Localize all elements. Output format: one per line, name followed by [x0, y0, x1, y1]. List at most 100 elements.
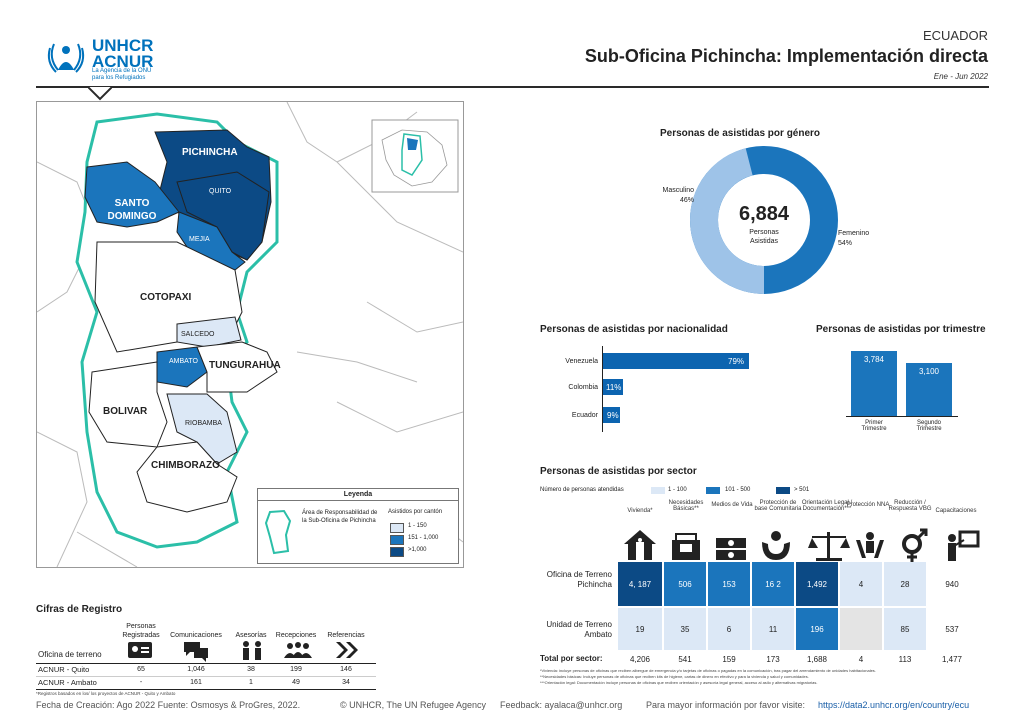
- legend-swatch-dark: [390, 547, 404, 557]
- region-chimborazo: [136, 441, 238, 513]
- sector-legend-range-2: 101 - 500: [725, 487, 751, 493]
- legend-canton-title: Asistidos por cantón: [388, 509, 443, 515]
- registry-col-recepciones: Recepciones: [275, 632, 317, 639]
- region-tungurahua: [196, 341, 278, 393]
- registry-value: 161: [190, 679, 202, 686]
- footer-link[interactable]: https://data2.unhcr.org/en/country/ecu: [818, 700, 970, 710]
- registry-title: Cifras de Registro: [36, 604, 123, 615]
- quarter-title: Personas de asistidas por trimestre: [816, 324, 986, 335]
- label-chimborazo: CHIMBORAZO: [151, 460, 220, 471]
- pointer-notch-icon: [88, 87, 112, 101]
- sector-row-label-ambato: Unidad de Terreno Ambato: [546, 620, 612, 639]
- region-bolivar: [88, 361, 168, 448]
- registry-note: *Registros basados en los/ los proyectos…: [36, 691, 176, 696]
- sector-total: 1,477: [941, 654, 963, 664]
- sector-legend-swatch-dark: [776, 487, 790, 494]
- nat-bar-ecuador: [603, 407, 620, 423]
- registry-office-ambato: ACNUR - Ambato: [38, 678, 97, 687]
- registry-office-header: Oficina de terreno: [38, 650, 102, 659]
- sector-header-proteccion-comunitaria: Protección de base Comunitaria: [754, 500, 802, 512]
- sector-cell: 85: [884, 608, 926, 650]
- donut-male-slice: [690, 146, 838, 294]
- registry-col-referencias: Referencias: [327, 632, 365, 639]
- registry-icons: [128, 641, 358, 662]
- gender-donut: [690, 146, 838, 294]
- logo-tagline: La Agencia de la ONU para los Refugiados: [92, 68, 152, 81]
- sector-total: 4,206: [629, 654, 651, 664]
- legend-title: Leyenda: [343, 491, 373, 498]
- sector-total: 541: [678, 654, 692, 664]
- logo-wordmark: UNHCR ACNUR: [92, 36, 154, 71]
- legend-range-2: 151 - 1,000: [408, 535, 439, 541]
- sector-cell: 940: [945, 579, 959, 589]
- total-label-2: Asistidas: [749, 238, 778, 245]
- inset-map: [371, 119, 459, 193]
- registry-col-asesorias: Asesorías: [235, 632, 267, 639]
- sector-cell: 537: [945, 624, 959, 634]
- registry-office-quito: ACNUR - Quito: [38, 665, 90, 674]
- footer-feedback[interactable]: Feedback: ayalaca@unhcr.org: [500, 700, 623, 710]
- label-riobamba: RIOBAMBA: [185, 420, 222, 427]
- registry-col-registradas: Personas Registradas: [122, 623, 160, 639]
- registry-bottom-divider: [36, 689, 376, 690]
- sector-header-orientacion: Orientación Legal / Documentación***: [801, 500, 853, 512]
- quarter-label-q1: Primer Trimestre: [861, 420, 887, 432]
- sector-title: Personas de asistidas por sector: [540, 466, 697, 477]
- nat-label-venezuela: Venezuela: [565, 358, 598, 365]
- header-divider: [36, 86, 989, 88]
- nat-pct-ecuador: 9%: [607, 411, 619, 420]
- sector-header-necesidades: Necesidades Básicas**: [668, 500, 704, 512]
- page-title: Sub-Oficina Pichincha: Implementación di…: [584, 46, 988, 66]
- community-protection-icon: [762, 531, 790, 560]
- sector-cell: 153: [708, 562, 750, 606]
- sector-cell: 11: [752, 608, 794, 650]
- nat-label-ecuador: Ecuador: [571, 412, 598, 419]
- footer-info: Para mayor información por favor visite:: [646, 700, 806, 710]
- registry-value: 1,046: [187, 666, 205, 673]
- gender-symbol-icon: [902, 528, 928, 562]
- sector-total: 113: [898, 654, 912, 664]
- legend-range-1: 1 - 150: [408, 523, 427, 529]
- registry-value: 199: [290, 666, 302, 673]
- sector-total: 159: [722, 654, 736, 664]
- sector-header-capacitaciones: Capacitaciones: [935, 508, 977, 514]
- child-protection-icon: [856, 532, 884, 558]
- total-assisted-value: 6,884: [738, 203, 790, 225]
- region-quito: [176, 171, 270, 261]
- sector-cell: 506: [664, 562, 706, 606]
- total-label-1: Personas: [749, 229, 779, 236]
- map-panel: PICHINCHA SANTO DOMINGO QUITO MEJIA COTO…: [36, 101, 464, 568]
- region-santo-domingo: [84, 161, 180, 228]
- nat-bar-venezuela: [603, 353, 749, 369]
- label-cotopaxi: COTOPAXI: [140, 292, 192, 303]
- sector-row-label-pichincha: Oficina de Terreno Pichincha: [546, 570, 612, 589]
- province-map: [37, 102, 463, 567]
- label-ambato: AMBATO: [169, 358, 198, 365]
- group-icon: [284, 642, 312, 658]
- sector-header-medios: Medios de Vida: [711, 502, 753, 508]
- registry-divider: [36, 663, 376, 664]
- sector-cell-empty: [840, 608, 882, 650]
- registry-value: 49: [292, 679, 300, 686]
- map-legend: Leyenda Área de Responsabilidad de la Su…: [257, 488, 459, 564]
- registry-row-divider: [36, 676, 376, 677]
- nationality-axis: [602, 346, 603, 432]
- sector-cell: 4: [840, 562, 882, 606]
- nationality-title: Personas de asistidas por nacionalidad: [540, 324, 728, 335]
- sector-cell: 16 2: [752, 562, 794, 606]
- region-riobamba: [166, 393, 238, 465]
- country-label: ECUADOR: [922, 28, 988, 43]
- sector-headers: Vivienda* Necesidades Básicas** Medios d…: [618, 500, 990, 530]
- sector-total: 4: [858, 654, 864, 664]
- gender-title: Personas de asistidas por género: [659, 128, 821, 139]
- sector-icons: [624, 528, 980, 562]
- registry-value: 146: [340, 666, 352, 673]
- nat-pct-colombia: 11%: [606, 383, 622, 392]
- legal-scales-icon: [808, 532, 850, 561]
- female-label: Femenino: [838, 230, 870, 237]
- chevrons-icon: [336, 642, 358, 658]
- legend-swatch-light: [390, 523, 404, 533]
- quarter-label-q2: Segundo Trimestre: [916, 420, 942, 432]
- registry-value: 1: [249, 679, 253, 686]
- sector-cell: 196: [796, 608, 838, 650]
